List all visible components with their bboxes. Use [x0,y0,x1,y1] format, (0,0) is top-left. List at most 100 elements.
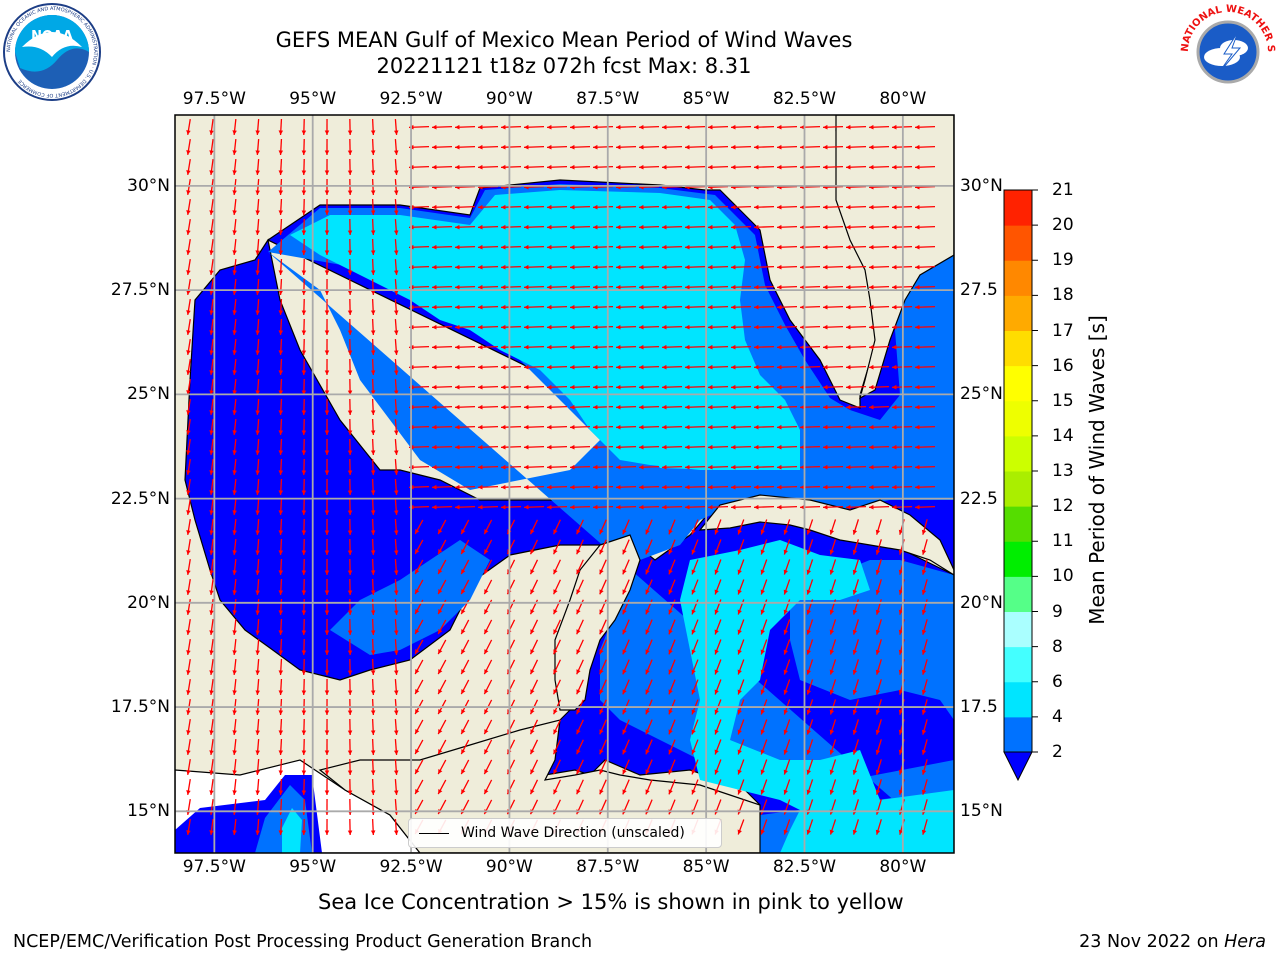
wave-direction-arrow [370,158,376,176]
wave-direction-arrow [599,679,607,695]
wave-direction-arrow [730,364,752,370]
wave-direction-arrow [783,559,791,575]
wave-direction-arrow [500,464,522,470]
wave-direction-arrow [852,759,860,775]
wave-direction-arrow [278,438,284,456]
wave-direction-arrow [868,324,890,330]
wave-direction-arrow [852,819,860,835]
wave-direction-arrow [393,738,399,756]
colorbar-segment [1004,435,1032,472]
wave-direction-arrow [347,578,353,596]
wave-direction-arrow [278,458,284,476]
wave-direction-arrow [301,778,307,796]
wave-direction-arrow [845,144,867,150]
wave-direction-arrow [431,124,453,130]
wave-direction-arrow [523,344,545,350]
wave-direction-arrow [730,344,752,350]
lon-tick-top: 92.5°W [379,89,443,109]
wave-direction-arrow [684,344,706,350]
wave-direction-arrow [500,224,522,230]
wave-direction-arrow [576,579,584,595]
wave-direction-arrow [209,618,214,636]
wave-direction-arrow [576,519,584,535]
wave-direction-arrow [668,679,676,695]
wave-direction-arrow [684,444,706,450]
wave-direction-arrow [737,739,745,755]
colorbar-tick-label: 10 [1052,566,1074,587]
lon-tick-top: 87.5°W [576,89,640,109]
wave-direction-arrow [454,504,476,510]
wave-direction-arrow [914,204,936,210]
wave-direction-arrow [347,518,353,536]
wave-direction-arrow [599,659,607,675]
colorbar-segment [1004,716,1032,753]
wave-direction-arrow [278,758,284,776]
lat-tick-left: 17.5°N [110,697,170,718]
wave-direction-arrow [370,418,376,436]
wave-direction-arrow [500,344,522,350]
wave-direction-arrow [232,358,237,376]
colorbar-tick-label: 13 [1052,461,1074,481]
wave-direction-arrow [454,424,476,430]
wave-direction-arrow [845,124,867,130]
wave-direction-arrow [529,639,539,655]
wave-direction-arrow [576,739,584,755]
lat-tick-right: 25°N [960,384,1003,405]
wave-direction-arrow [301,338,307,356]
wave-direction-arrow [569,324,591,330]
wave-direction-arrow [255,638,260,656]
lat-tick-left: 30°N [127,175,170,196]
wave-direction-arrow [576,659,584,675]
wave-direction-arrow [370,138,376,156]
wave-direction-arrow [255,458,260,476]
wave-direction-arrow [546,224,568,230]
lat-tick-left: 22.5°N [110,488,170,509]
wave-direction-arrow [278,398,284,416]
wave-direction-arrow [324,198,330,216]
wave-direction-arrow [278,338,284,356]
wave-direction-arrow [737,659,745,675]
wave-direction-arrow [852,719,860,735]
wave-direction-arrow [483,559,493,575]
wave-direction-arrow [324,578,330,596]
wave-direction-arrow [760,819,768,835]
wave-direction-arrow [645,639,653,655]
wave-direction-arrow [431,324,453,330]
wave-direction-arrow [414,639,424,655]
wave-direction-arrow [730,244,752,250]
wave-direction-arrow [553,759,561,775]
wave-direction-arrow [393,758,399,776]
wave-direction-arrow [431,364,453,370]
wave-direction-arrow [753,144,775,150]
wave-direction-arrow [209,438,214,456]
wave-direction-arrow [347,758,353,776]
wave-direction-arrow [278,378,284,396]
wave-direction-arrow [437,519,447,535]
wave-direction-arrow [668,759,676,775]
wave-direction-arrow [914,244,936,250]
lon-tick-top: 85°W [682,89,730,109]
wave-direction-arrow [546,124,568,130]
wave-direction-arrow [393,658,399,676]
wave-direction-arrow [186,718,191,736]
wave-direction-arrow [454,204,476,210]
wave-direction-arrow [661,324,683,330]
wave-direction-arrow [921,759,928,775]
wave-direction-arrow [783,719,791,735]
wave-direction-arrow [760,639,768,655]
wave-direction-arrow [370,738,376,756]
wave-direction-arrow [638,124,660,130]
wave-direction-arrow [347,638,353,656]
wave-direction-arrow [301,418,307,436]
wave-direction-arrow [592,164,614,170]
wave-direction-arrow [255,258,260,276]
wave-direction-arrow [546,164,568,170]
wave-direction-arrow [822,424,844,430]
wave-direction-arrow [500,484,522,490]
wave-direction-arrow [324,638,330,656]
wave-direction-arrow [370,718,376,736]
wave-direction-arrow [347,538,353,556]
wave-direction-arrow [753,244,775,250]
wave-direction-arrow [370,758,376,776]
wave-direction-arrow [546,484,568,490]
